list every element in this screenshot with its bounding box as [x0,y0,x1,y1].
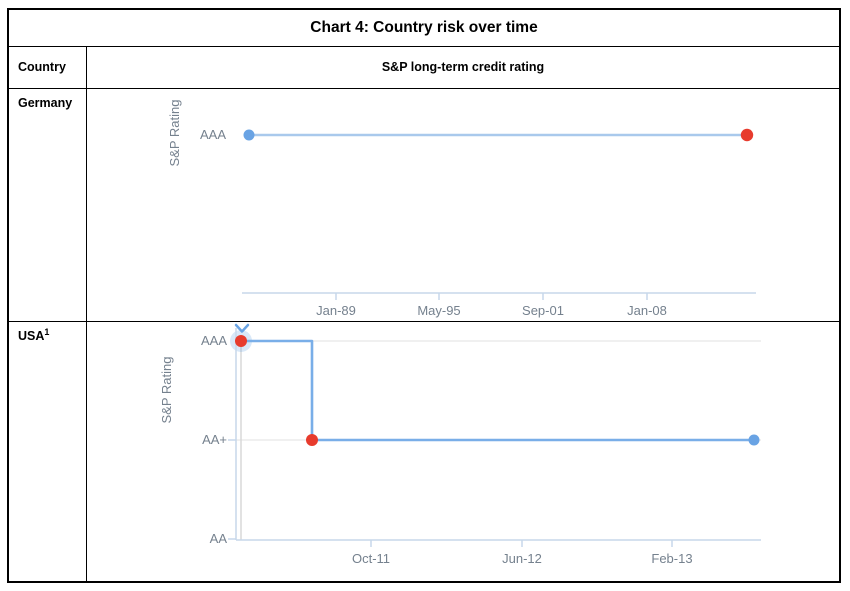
chart-table: Chart 4: Country risk over time Country … [7,8,841,583]
y-axis-tick-label: AAA [201,333,227,348]
x-axis-tick-label: Jun-12 [502,551,542,566]
row-label-cell-usa: USA1 [9,322,87,581]
x-axis-tick-label: Feb-13 [651,551,692,566]
row-label-germany-text: Germany [18,95,73,110]
data-point-red[interactable] [306,434,318,446]
y-axis-tick-label: AA+ [202,432,227,447]
row-label-usa-sup: 1 [44,327,50,337]
header-rating-label: S&P long-term credit rating [381,60,545,75]
row-label-cell-germany: Germany [9,88,87,321]
row-label-germany: Germany [18,89,72,110]
y-axis-title: S&P Rating [159,357,174,424]
data-point-blue[interactable] [243,129,255,140]
table-title-row: Chart 4: Country risk over time [9,10,839,47]
x-axis-tick-label: Oct-11 [352,551,390,566]
row-label-usa: USA1 [18,322,49,343]
x-axis-tick-label: Sep-01 [522,303,564,318]
header-cell-country: Country [9,47,87,88]
usa-rating-chart: AAA AA+ AA Oct-11 Jun-12 Feb-13 S&P Rating [159,323,761,566]
data-point-red[interactable] [740,128,754,141]
table-row-usa: USA1 AAA AA+ AA Oct-11 Jun-12 Feb-13 S&P Ratin… [9,322,839,581]
usa-chart-cell: AAA AA+ AA Oct-11 Jun-12 Feb-13 S&P Rating [87,322,839,581]
y-axis-tick-label: AAA [200,127,226,142]
chevron-down-icon [234,323,250,333]
y-axis-title: S&P Rating [167,99,182,166]
rating-line [239,339,756,442]
page-title: Chart 4: Country risk over time [310,19,538,36]
data-point-blue[interactable] [748,434,760,446]
header-country-label: Country [18,60,66,75]
x-axis-tick-label: Jan-89 [316,303,356,318]
table-header-row: Country S&P long-term credit rating [9,47,839,89]
x-axis-tick-label: May-95 [417,303,460,318]
data-point-red[interactable] [235,335,247,347]
germany-rating-chart: AAA Jan-89 May-95 Sep-01 Jan-08 S&P Rating [167,99,756,318]
header-cell-rating: S&P long-term credit rating [87,47,839,88]
table-row-germany: Germany AAA Jan-89 May-95 Sep-01 Jan-08 S&P R… [9,88,839,322]
x-axis-tick-label: Jan-08 [627,303,667,318]
y-axis-tick-label: AA [210,531,228,546]
germany-chart-cell: AAA Jan-89 May-95 Sep-01 Jan-08 S&P Rating [87,89,839,322]
row-label-usa-text: USA [18,329,45,344]
